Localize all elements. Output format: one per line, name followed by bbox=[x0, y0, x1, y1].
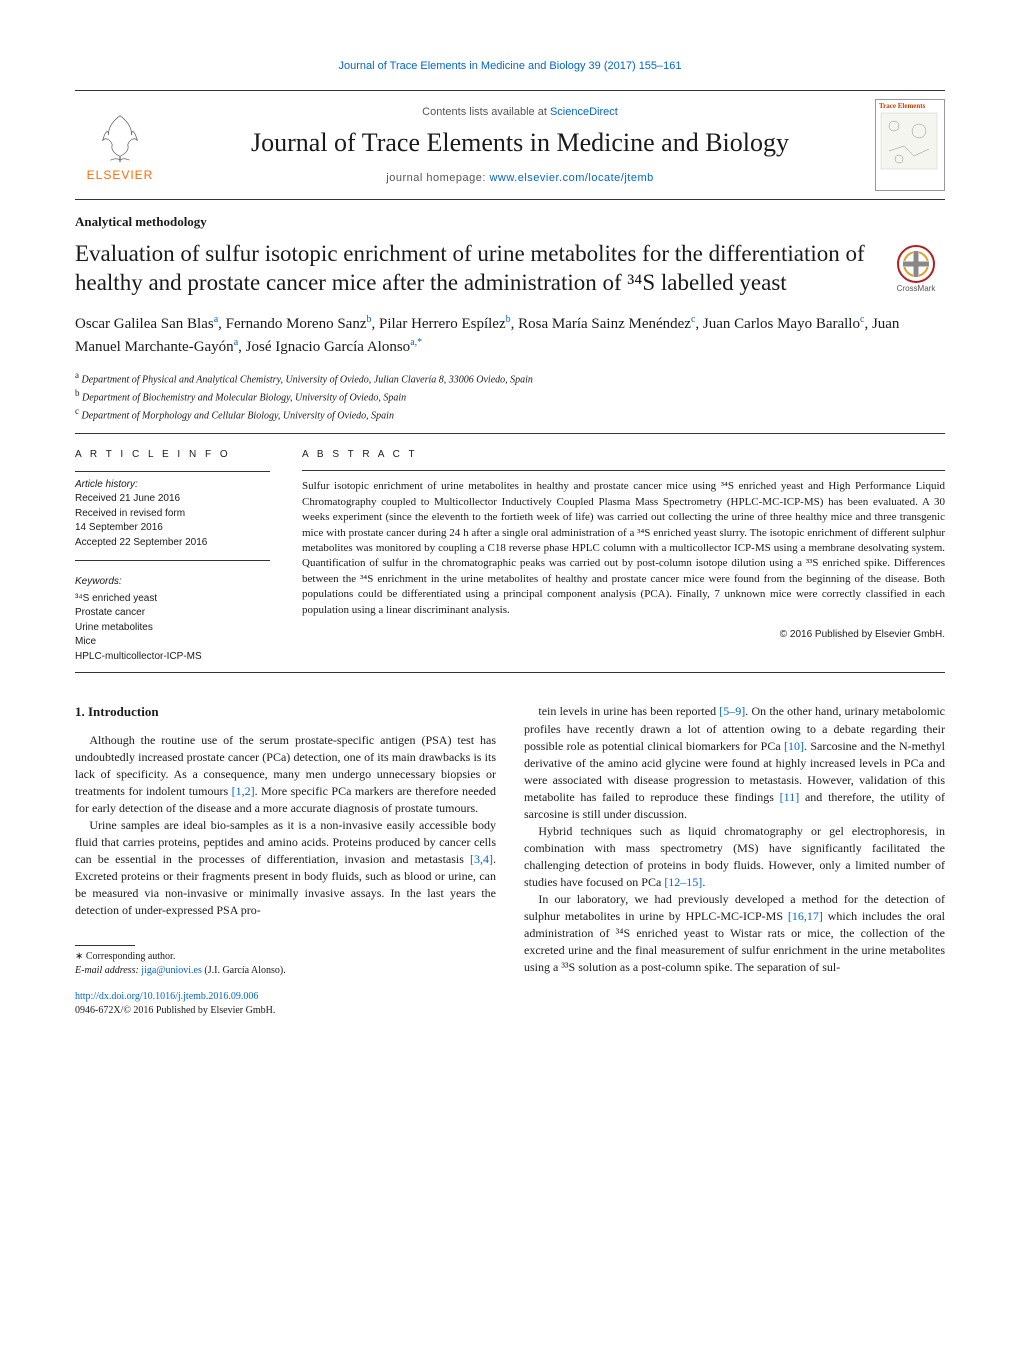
intro-p5: In our laboratory, we had previously dev… bbox=[524, 891, 945, 976]
history-revised-1: Received in revised form bbox=[75, 507, 270, 522]
sd-prefix: Contents lists available at bbox=[422, 106, 550, 118]
elsevier-tree-icon bbox=[91, 108, 149, 166]
info-rule-2 bbox=[75, 560, 270, 561]
corresponding-email-link[interactable]: jiga@uniovi.es bbox=[141, 965, 202, 976]
cover-title: Trace Elements bbox=[879, 103, 941, 111]
journal-cover-thumbnail: Trace Elements bbox=[875, 99, 945, 191]
affiliation-item: c Department of Morphology and Cellular … bbox=[75, 405, 945, 423]
body-two-column: 1. Introduction Although the routine use… bbox=[75, 703, 945, 1018]
elsevier-logo: ELSEVIER bbox=[75, 108, 165, 182]
affiliation-item: a Department of Physical and Analytical … bbox=[75, 369, 945, 387]
keywords-list: ³⁴S enriched yeastProstate cancerUrine m… bbox=[75, 592, 270, 665]
right-column: tein levels in urine has been reported [… bbox=[524, 703, 945, 1018]
keyword-item: Urine metabolites bbox=[75, 621, 270, 636]
email-line: E-mail address: jiga@uniovi.es (J.I. Gar… bbox=[75, 964, 496, 978]
keywords-heading: Keywords: bbox=[75, 575, 270, 590]
running-head: Journal of Trace Elements in Medicine an… bbox=[75, 60, 945, 72]
history-label: Article history: bbox=[75, 478, 270, 493]
issn-copyright: 0946-672X/© 2016 Published by Elsevier G… bbox=[75, 1005, 275, 1016]
left-column: 1. Introduction Although the routine use… bbox=[75, 703, 496, 1018]
email-paren: (J.I. García Alonso). bbox=[202, 965, 286, 976]
publisher-header: ELSEVIER Contents lists available at Sci… bbox=[75, 90, 945, 200]
abstract-copyright: © 2016 Published by Elsevier GmbH. bbox=[302, 628, 945, 642]
intro-p4: Hybrid techniques such as liquid chromat… bbox=[524, 823, 945, 891]
keyword-item: Prostate cancer bbox=[75, 606, 270, 621]
intro-heading: 1. Introduction bbox=[75, 703, 496, 721]
history-revised-2: 14 September 2016 bbox=[75, 521, 270, 536]
intro-p3: tein levels in urine has been reported [… bbox=[524, 703, 945, 822]
journal-homepage-link[interactable]: www.elsevier.com/locate/jtemb bbox=[489, 172, 653, 184]
abstract-rule bbox=[302, 470, 945, 471]
keyword-item: HPLC-multicollector-ICP-MS bbox=[75, 650, 270, 665]
doi-link[interactable]: http://dx.doi.org/10.1016/j.jtemb.2016.0… bbox=[75, 991, 258, 1002]
article-section-tag: Analytical methodology bbox=[75, 214, 945, 230]
intro-p1: Although the routine use of the serum pr… bbox=[75, 732, 496, 817]
title-row: Evaluation of sulfur isotopic enrichment… bbox=[75, 240, 945, 312]
info-abstract-row: A R T I C L E I N F O Article history: R… bbox=[75, 448, 945, 664]
sciencedirect-line: Contents lists available at ScienceDirec… bbox=[165, 106, 875, 118]
crossmark-badge[interactable]: CrossMark bbox=[887, 244, 945, 293]
paper-title: Evaluation of sulfur isotopic enrichment… bbox=[75, 240, 875, 298]
separator-rule-2 bbox=[75, 672, 945, 673]
page-root: Journal of Trace Elements in Medicine an… bbox=[0, 0, 1020, 1069]
doi-block: http://dx.doi.org/10.1016/j.jtemb.2016.0… bbox=[75, 990, 496, 1018]
sciencedirect-link[interactable]: ScienceDirect bbox=[550, 106, 618, 118]
history-received: Received 21 June 2016 bbox=[75, 492, 270, 507]
abstract-text: Sulfur isotopic enrichment of urine meta… bbox=[302, 479, 945, 618]
author-list: Oscar Galilea San Blasa, Fernando Moreno… bbox=[75, 312, 945, 359]
abstract-column: A B S T R A C T Sulfur isotopic enrichme… bbox=[302, 448, 945, 664]
affiliation-list: a Department of Physical and Analytical … bbox=[75, 369, 945, 424]
corresponding-author-block: ∗ Corresponding author. E-mail address: … bbox=[75, 945, 496, 978]
article-info-heading: A R T I C L E I N F O bbox=[75, 448, 270, 463]
intro-p2: Urine samples are ideal bio-samples as i… bbox=[75, 817, 496, 919]
journal-name: Journal of Trace Elements in Medicine an… bbox=[165, 128, 875, 158]
affiliation-item: b Department of Biochemistry and Molecul… bbox=[75, 387, 945, 405]
abstract-heading: A B S T R A C T bbox=[302, 448, 945, 462]
cover-art-icon bbox=[879, 111, 939, 171]
separator-rule bbox=[75, 433, 945, 434]
article-info-column: A R T I C L E I N F O Article history: R… bbox=[75, 448, 270, 664]
elsevier-wordmark: ELSEVIER bbox=[87, 168, 154, 182]
journal-homepage-line: journal homepage: www.elsevier.com/locat… bbox=[165, 172, 875, 184]
keyword-item: Mice bbox=[75, 635, 270, 650]
history-accepted: Accepted 22 September 2016 bbox=[75, 536, 270, 551]
corresponding-label: ∗ Corresponding author. bbox=[75, 950, 496, 964]
keyword-item: ³⁴S enriched yeast bbox=[75, 592, 270, 607]
crossmark-label: CrossMark bbox=[897, 284, 936, 293]
info-rule bbox=[75, 471, 270, 472]
footnote-rule bbox=[75, 945, 135, 946]
crossmark-icon bbox=[896, 244, 936, 284]
email-label: E-mail address: bbox=[75, 965, 141, 976]
home-prefix: journal homepage: bbox=[386, 172, 489, 184]
header-center: Contents lists available at ScienceDirec… bbox=[165, 106, 875, 184]
